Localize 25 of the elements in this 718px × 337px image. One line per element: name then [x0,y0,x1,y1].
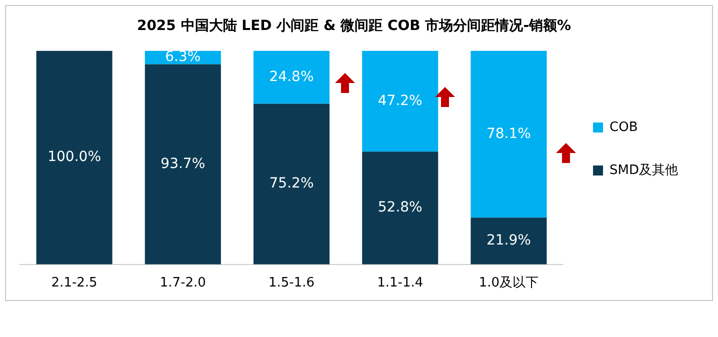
data-label: 24.8% [269,68,314,85]
x-tick-label: 1.5-1.6 [268,276,315,291]
bar [470,50,547,218]
bar [362,50,438,152]
data-label: 52.8% [378,200,422,216]
x-tick-label: 1.7-2.0 [160,276,206,291]
data-label: 47.2% [378,92,422,109]
data-label: 21.9% [486,232,531,249]
bar [254,50,330,104]
data-label: 75.2% [269,176,314,192]
bar [254,104,330,264]
bar [362,152,438,264]
data-label: 78.1% [486,126,531,142]
x-tick-label: 2.1-2.5 [51,276,98,291]
legend-label: COB [610,120,638,135]
chart-title: 2025 中国大陆 LED 小间距 & 微间距 COB 市场分间距情况-销额% [136,17,572,34]
legend-label: SMD及其他 [610,162,678,178]
bar [470,218,547,264]
data-label: 93.7% [160,156,206,172]
data-label: 100.0% [48,149,101,166]
data-label: 6.3% [165,49,201,66]
x-tick-label: 1.1-1.4 [377,276,424,291]
bar [36,50,112,264]
bar [144,64,221,264]
x-tick-label: 1.0及以下 [478,276,539,291]
